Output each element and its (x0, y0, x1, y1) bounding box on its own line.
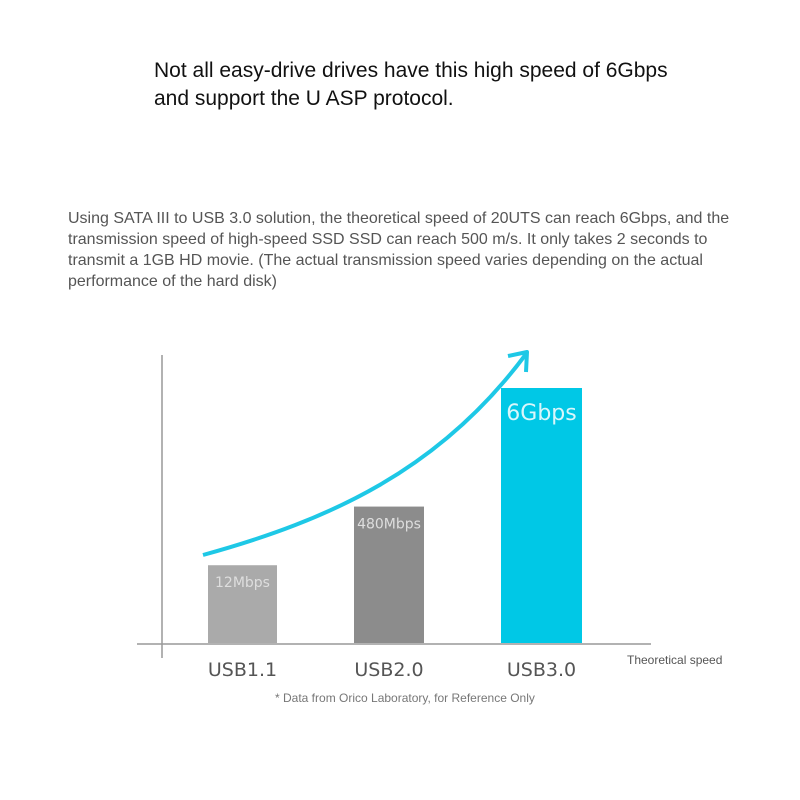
footnote: * Data from Orico Laboratory, for Refere… (275, 691, 535, 705)
x-tick-label: USB2.0 (354, 659, 423, 681)
data-label: 480Mbps (357, 517, 421, 533)
data-label: 12Mbps (215, 575, 270, 591)
trend-arrow (202, 352, 528, 557)
bar-usb2-0 (354, 506, 424, 643)
bar-usb3-0 (501, 388, 582, 643)
bar-usb1-1 (208, 565, 277, 643)
headline: Not all easy-drive drives have this high… (154, 59, 668, 110)
description: Using SATA III to USB 3.0 solution, the … (68, 210, 730, 290)
data-label: 6Gbps (506, 401, 576, 426)
x-tick-label: USB1.1 (208, 659, 277, 681)
x-tick-label: USB3.0 (507, 659, 576, 681)
x-axis-label: Theoretical speed (627, 653, 723, 667)
trend-arrowhead (507, 350, 529, 373)
